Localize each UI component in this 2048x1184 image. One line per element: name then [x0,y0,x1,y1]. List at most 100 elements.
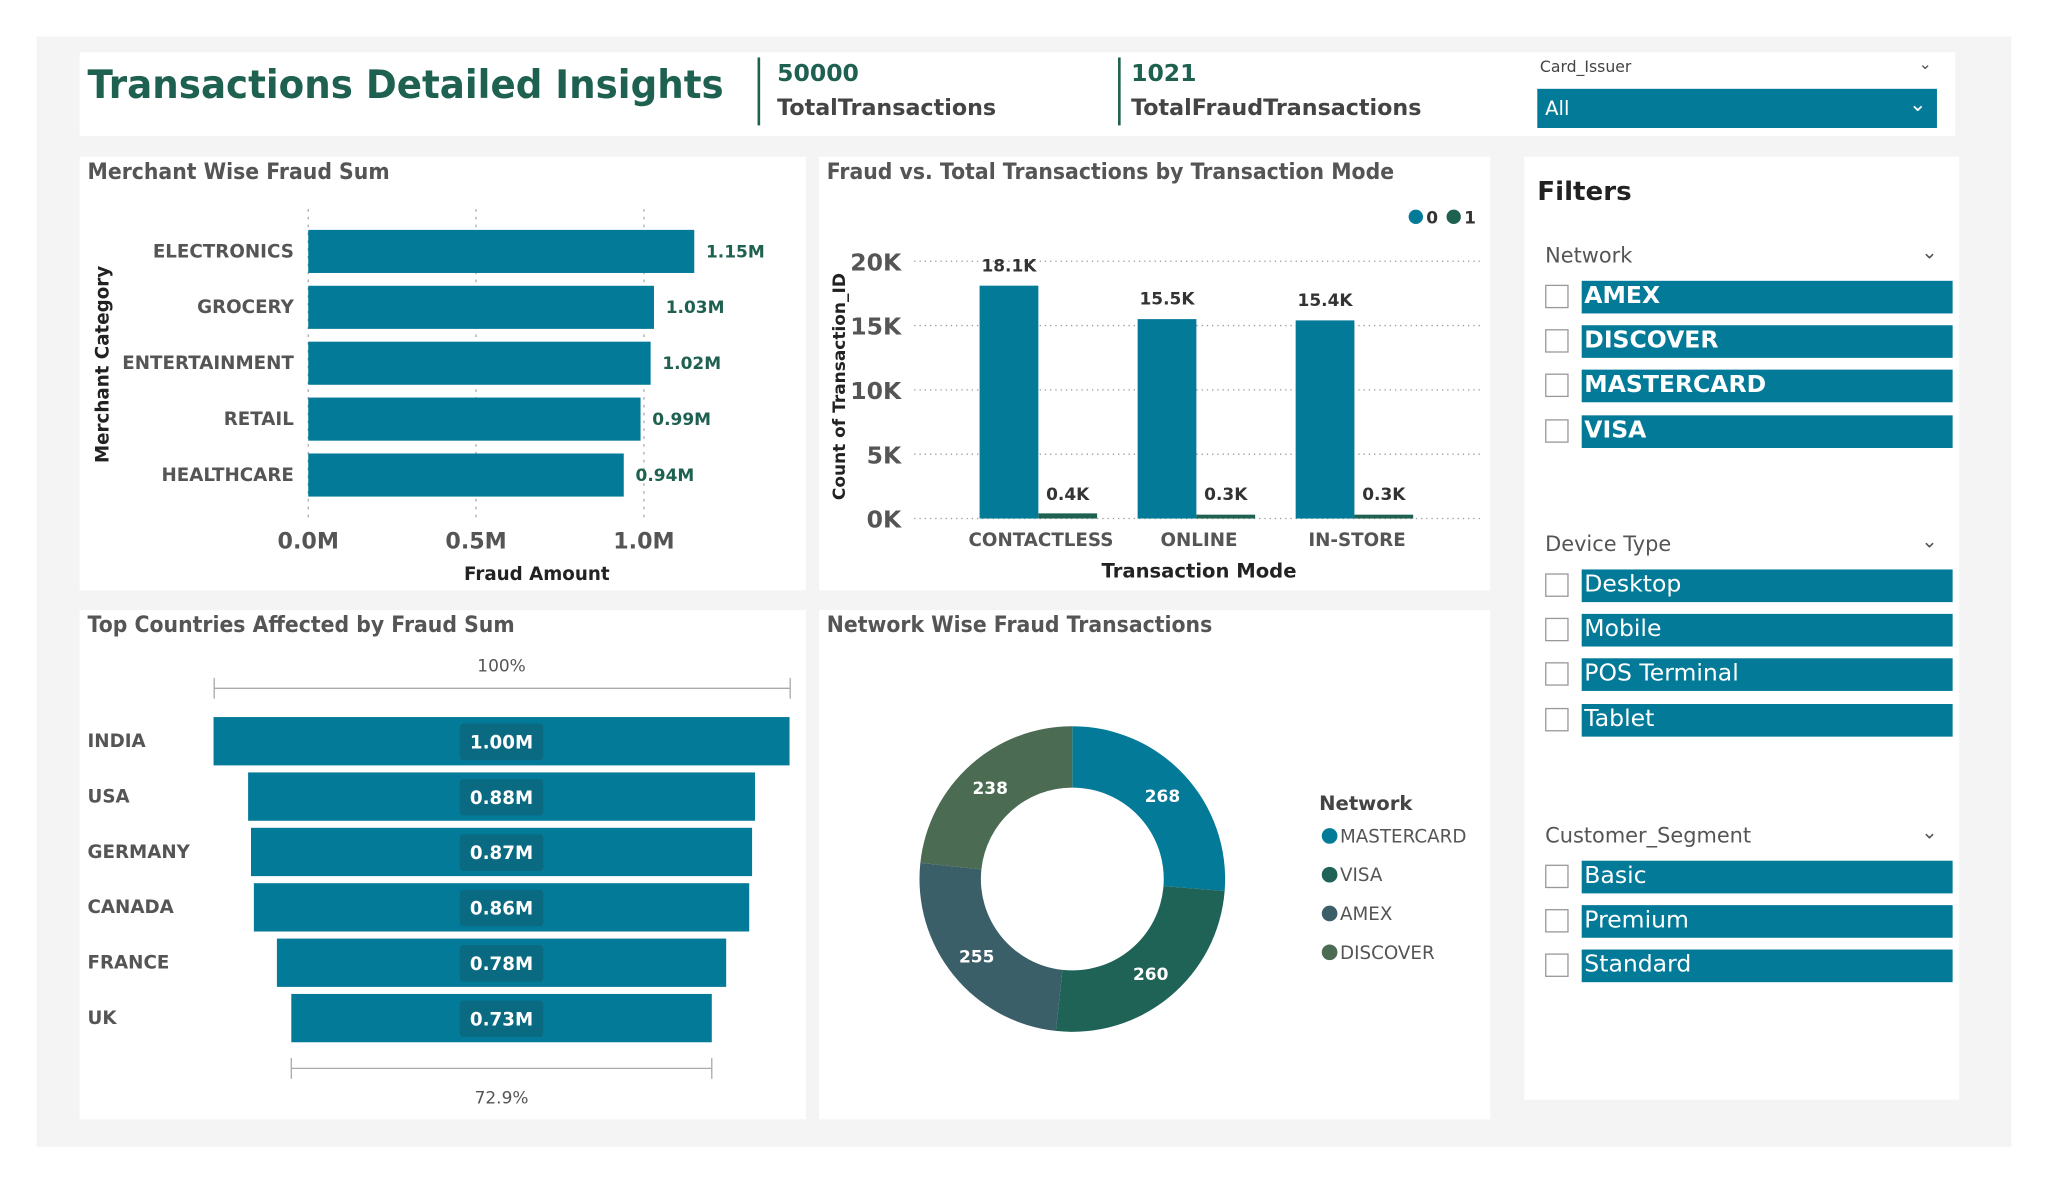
x-axis-title: Fraud Amount [464,564,610,585]
filter-option-label: Premium [1581,905,1953,939]
data-label: 268 [1145,787,1180,807]
donut-slice-visa [1055,886,1225,1032]
card-issuer-selected: All [1545,96,1570,121]
data-label: 0.94M [636,466,695,486]
data-label: 0.87M [470,843,533,864]
data-label-background [459,945,544,982]
filter-option[interactable]: Premium [1545,905,1953,939]
filter-option-label: VISA [1581,414,1953,448]
donut-slice-mastercard [1072,726,1226,891]
data-label: 1.15M [706,242,765,262]
kpi-total-transactions-value: 50000 [777,60,859,88]
filter-option[interactable]: POS Terminal [1545,658,1953,692]
bar [308,285,654,329]
category-label: ONLINE [1160,530,1237,551]
category-label: HEALTHCARE [162,465,294,486]
checkbox[interactable] [1545,707,1569,731]
bar-series-1 [1038,513,1098,519]
top-bracket [213,677,791,699]
y-tick-label: 10K [850,377,902,405]
bottom-percent-label: 72.9% [475,1089,529,1109]
data-label-background [459,834,544,871]
legend-marker [1321,866,1338,883]
checkbox[interactable] [1545,284,1569,309]
bar-series-0 [979,285,1039,519]
chart-title: Top Countries Affected by Fraud Sum [87,612,515,639]
donut-slice-amex [919,862,1063,1031]
checkbox[interactable] [1545,374,1569,398]
category-label: GERMANY [88,842,191,863]
data-label-background [459,889,544,927]
legend-marker [1321,944,1338,961]
filter-section-label: Device Type [1545,531,1672,557]
filter-option-label: Standard [1581,950,1953,983]
filter-option-label: POS Terminal [1581,658,1953,692]
legend-marker [1321,905,1338,922]
filter-option-label: MASTERCARD [1581,370,1953,403]
data-label: 0.86M [470,899,533,920]
category-label: CANADA [88,897,175,918]
filter-section-label: Network [1545,242,1633,268]
category-label: USA [88,786,131,807]
category-label: FRANCE [88,953,170,974]
checkbox[interactable] [1545,909,1569,933]
category-label: ELECTRONICS [153,241,294,262]
category-label: UK [88,1008,118,1029]
chevron-down-icon[interactable]: ⌄ [1918,54,1932,74]
checkbox[interactable] [1545,662,1569,687]
filter-option[interactable]: MASTERCARD [1545,370,1953,403]
chart-title: Fraud vs. Total Transactions by Transact… [826,159,1395,186]
bar [308,229,695,273]
y-tick-label: 20K [850,248,902,276]
data-label: 0.99M [652,410,711,430]
filter-option[interactable]: Standard [1545,950,1953,983]
filter-option[interactable]: Tablet [1545,703,1953,737]
legend-marker [1446,209,1461,224]
filter-option[interactable]: Mobile [1545,614,1953,647]
category-label: GROCERY [197,297,295,318]
data-label: 0.78M [470,954,533,975]
filter-option[interactable]: VISA [1545,414,1953,448]
filter-option[interactable]: Desktop [1545,569,1953,603]
filter-option-label: Basic [1581,860,1953,894]
filter-option[interactable]: Basic [1545,860,1953,894]
data-label-background [459,723,544,761]
data-label: 1.00M [470,732,533,753]
filter-option-label: DISCOVER [1581,325,1953,359]
x-tick-label: 0.5M [445,529,506,555]
bottom-bracket [290,1057,713,1079]
data-label-background [459,778,544,816]
data-label: 260 [1133,965,1168,985]
checkbox[interactable] [1545,573,1569,597]
bar [308,453,624,497]
category-label: CONTACTLESS [969,530,1114,551]
filter-option[interactable]: DISCOVER [1545,325,1953,359]
category-label: INDIA [88,731,147,752]
data-label-background [459,1000,544,1038]
checkbox[interactable] [1545,953,1569,978]
filter-option[interactable]: AMEX [1545,280,1953,314]
filters-title: Filters [1537,175,1632,207]
kpi-divider [757,57,761,126]
checkbox[interactable] [1545,329,1569,353]
checkbox[interactable] [1545,618,1569,642]
page-title: Transactions Detailed Insights [87,62,724,109]
filter-section-label: Customer_Segment [1545,822,1752,848]
checkbox[interactable] [1545,864,1569,889]
data-label: 15.5K [1139,290,1195,310]
data-label: 0.73M [470,1009,533,1030]
chevron-down-icon[interactable]: ⌄ [1921,820,1938,844]
legend-label: DISCOVER [1340,943,1435,964]
data-label: 238 [973,779,1008,799]
chevron-down-icon[interactable]: ⌄ [1921,240,1938,264]
data-label: 0.4K [1046,485,1090,505]
data-label: 15.4K [1298,291,1354,311]
chevron-down-icon[interactable]: ⌄ [1921,528,1938,553]
checkbox[interactable] [1545,418,1569,443]
bar [308,397,641,441]
y-tick-label: 5K [867,441,902,469]
data-label: 18.1K [981,256,1037,276]
card-issuer-dropdown[interactable]: All ⌄ [1537,88,1937,128]
legend-label: 0 [1426,208,1438,228]
